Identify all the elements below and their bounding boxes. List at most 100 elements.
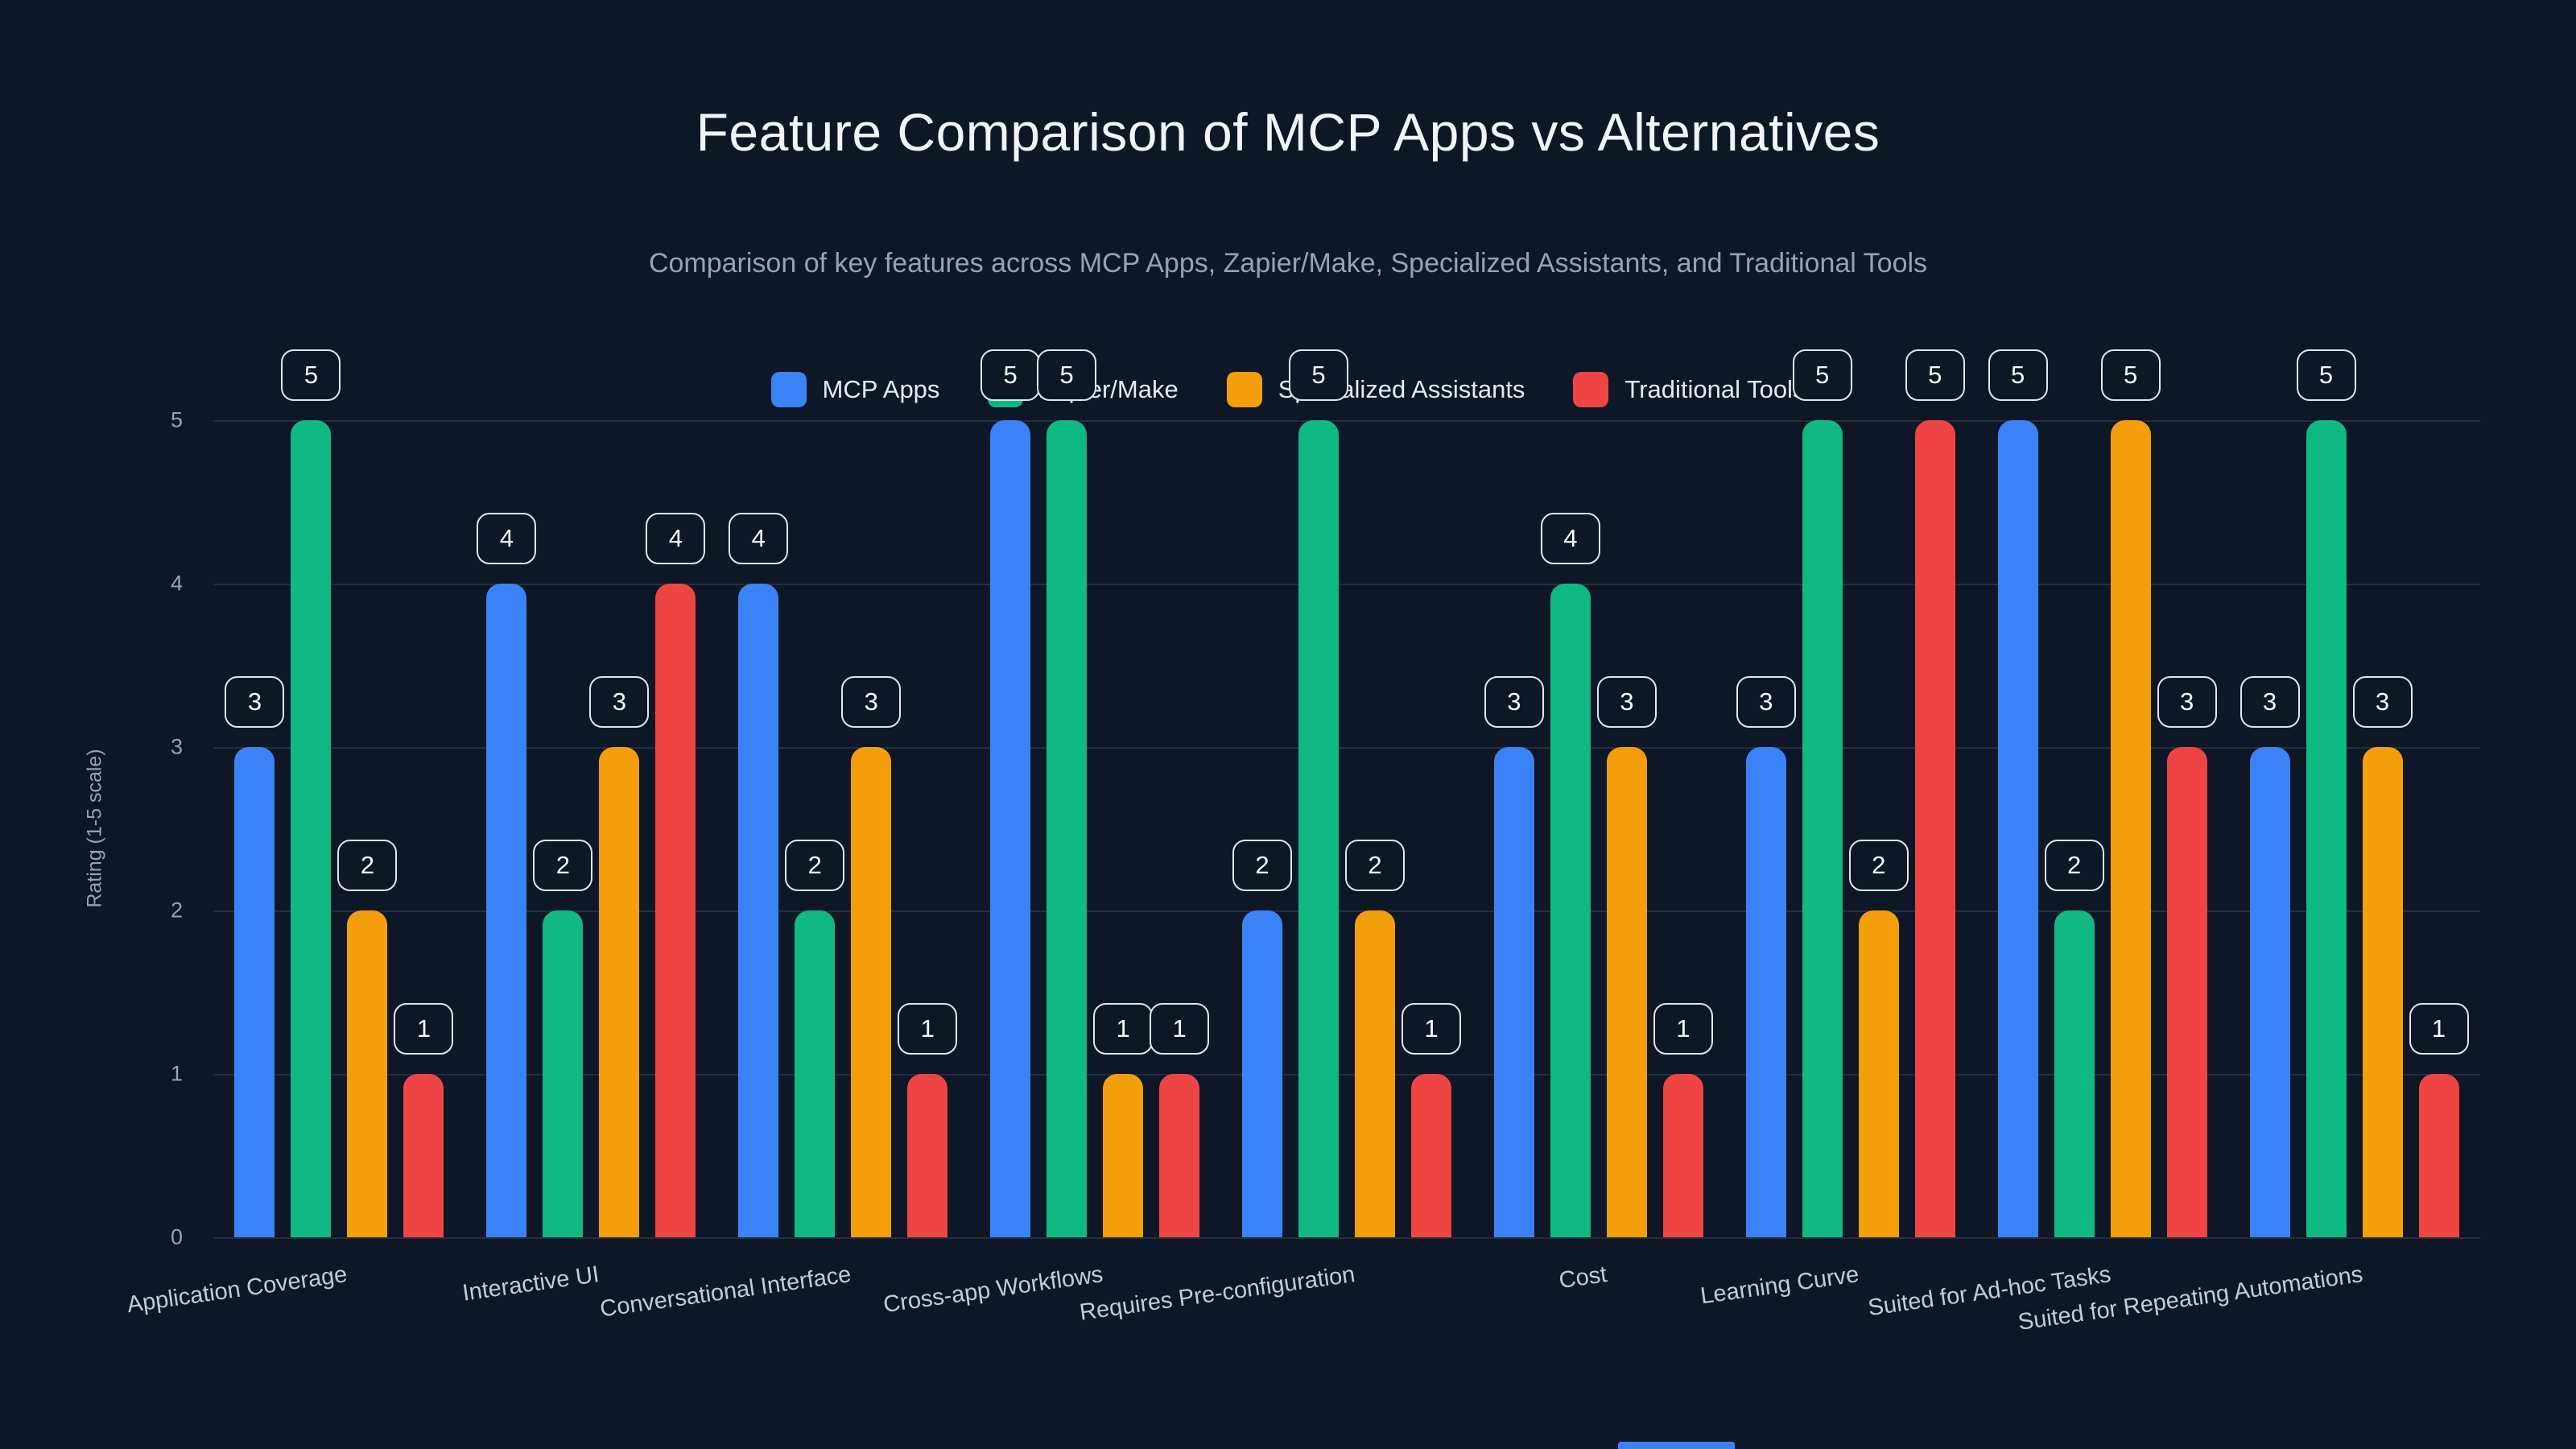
- value-badge: 2: [785, 840, 845, 891]
- gridline-3: [213, 747, 2480, 749]
- gridline-0: [213, 1237, 2480, 1239]
- bar-traditional-tools-application-coverage: [403, 1074, 444, 1237]
- value-badge: 4: [646, 513, 706, 564]
- bar-traditional-tools-requires-pre-configuration: [1411, 1074, 1451, 1237]
- value-badge: 2: [2044, 840, 2104, 891]
- value-badge: 3: [1596, 676, 1657, 728]
- value-badge: 1: [1150, 1003, 1210, 1055]
- y-tick-label-4: 4: [170, 571, 183, 596]
- legend-item-traditional-tools[interactable]: Traditional Tools: [1573, 372, 1805, 407]
- bar-traditional-tools-suited-for-ad-hoc-tasks: [2166, 747, 2207, 1237]
- value-badge: 1: [2409, 1003, 2469, 1055]
- bar-mcp-apps-application-coverage: [234, 747, 275, 1237]
- bar-traditional-tools-cost: [1662, 1074, 1703, 1237]
- x-axis-label: Requires Pre-configuration: [1078, 1261, 1357, 1326]
- bar-mcp-apps-conversational-interface: [738, 584, 779, 1237]
- gridline-1: [213, 1074, 2480, 1075]
- bar-mcp-apps-suited-for-ad-hoc-tasks: [1997, 420, 2038, 1237]
- value-badge: 3: [2240, 676, 2300, 728]
- value-badge: 5: [2100, 349, 2161, 401]
- bar-mcp-apps-learning-curve: [1745, 747, 1786, 1237]
- value-badge: 5: [1792, 349, 1852, 401]
- bar-zapier-make-application-coverage: [291, 420, 332, 1237]
- x-axis-label: Conversational Interface: [598, 1261, 853, 1323]
- y-axis-title: Rating (1-5 scale): [83, 749, 106, 908]
- value-badge: 2: [337, 840, 398, 891]
- x-axis-label: Cross-app Workflows: [881, 1261, 1105, 1319]
- legend-marker-specialized-assistants: [1226, 372, 1262, 407]
- chart-subtitle: Comparison of key features across MCP Ap…: [648, 248, 1928, 279]
- value-badge: 1: [1093, 1003, 1154, 1055]
- bar-traditional-tools-cross-app-workflows: [1159, 1074, 1200, 1237]
- bar-mcp-apps-cost: [1493, 747, 1534, 1237]
- bar-traditional-tools-learning-curve: [1914, 420, 1955, 1237]
- x-axis-labels: Application Coverage Interactive UI Conver…: [126, 420, 2480, 1335]
- value-badge: 5: [1037, 349, 1097, 401]
- bar-specialized-assistants-conversational-interface: [851, 747, 892, 1237]
- bar-traditional-tools-interactive-ui: [655, 584, 696, 1237]
- value-badge: 2: [1848, 840, 1909, 891]
- bar-specialized-assistants-cross-app-workflows: [1103, 1074, 1144, 1237]
- gridline-4: [213, 584, 2480, 585]
- legend-item-mcp-apps[interactable]: MCP Apps: [770, 372, 940, 407]
- value-badge: 4: [729, 513, 789, 564]
- x-axis-label: Learning Curve: [1699, 1261, 1860, 1310]
- value-badge: 1: [1653, 1003, 1713, 1055]
- value-badge: 3: [841, 676, 902, 728]
- bar-zapier-make-cost: [1550, 584, 1591, 1237]
- value-badge: 3: [225, 676, 285, 728]
- value-badge: 5: [281, 349, 341, 401]
- bar-zapier-make-interactive-ui: [543, 910, 584, 1237]
- value-badge: 5: [2296, 349, 2356, 401]
- legend-marker-traditional-tools: [1573, 372, 1609, 407]
- y-tick-label-5: 5: [170, 407, 183, 432]
- gridline-2: [213, 910, 2480, 912]
- value-badge: 1: [1402, 1003, 1461, 1055]
- gridline-5: [213, 420, 2480, 422]
- chart-title: Feature Comparison of MCP Apps vs Altern…: [696, 102, 1880, 162]
- value-badge: 2: [1232, 840, 1292, 891]
- bar-specialized-assistants-suited-for-ad-hoc-tasks: [2110, 420, 2151, 1237]
- legend-label: MCP Apps: [822, 375, 940, 403]
- legend-label: Traditional Tools: [1624, 375, 1806, 403]
- bar-specialized-assistants-learning-curve: [1858, 910, 1899, 1237]
- bar-mcp-apps-suited-for-repeating-automations: [2249, 747, 2290, 1237]
- value-badge: 3: [589, 676, 650, 728]
- gridlines: 0 1 2 3 4 5: [171, 408, 2480, 1249]
- legend-item-specialized-assistants[interactable]: Specialized Assistants: [1226, 372, 1525, 407]
- value-badge: 5: [1988, 349, 2048, 401]
- value-badge: 5: [1289, 349, 1348, 401]
- y-tick-label-2: 2: [170, 898, 183, 923]
- value-badge: 5: [980, 349, 1041, 401]
- value-badge: 1: [898, 1003, 958, 1055]
- x-axis-label: Cost: [1557, 1261, 1609, 1294]
- bar-specialized-assistants-cost: [1606, 747, 1647, 1237]
- bottom-accent-strip: [1618, 1442, 1735, 1449]
- y-tick-label-0: 0: [170, 1224, 183, 1249]
- bar-specialized-assistants-requires-pre-configuration: [1355, 910, 1395, 1237]
- bar-mcp-apps-requires-pre-configuration: [1242, 910, 1282, 1237]
- bar-zapier-make-suited-for-repeating-automations: [2306, 420, 2347, 1237]
- value-badge: 3: [1484, 676, 1544, 728]
- bar-zapier-make-requires-pre-configuration: [1298, 420, 1339, 1237]
- value-badge: 3: [2157, 676, 2217, 728]
- bar-zapier-make-learning-curve: [1802, 420, 1843, 1237]
- value-badge: 4: [1540, 513, 1600, 564]
- bar-specialized-assistants-suited-for-repeating-automations: [2362, 747, 2403, 1237]
- bar-specialized-assistants-interactive-ui: [599, 747, 640, 1237]
- bar-traditional-tools-conversational-interface: [907, 1074, 948, 1237]
- legend-marker-mcp-apps: [770, 372, 807, 407]
- bar-zapier-make-conversational-interface: [795, 910, 836, 1237]
- value-badge: 2: [1345, 840, 1405, 891]
- value-badge: 3: [1736, 676, 1796, 728]
- bar-mcp-apps-interactive-ui: [486, 584, 527, 1237]
- value-badge: 3: [2352, 676, 2413, 728]
- bar-traditional-tools-suited-for-repeating-automations: [2418, 1074, 2459, 1237]
- x-axis-label: Interactive UI: [460, 1261, 601, 1307]
- y-tick-label-3: 3: [170, 734, 183, 759]
- legend: MCP Apps Zapier/Make Specialized Assistant…: [0, 372, 2576, 407]
- bar-zapier-make-suited-for-ad-hoc-tasks: [2054, 910, 2095, 1237]
